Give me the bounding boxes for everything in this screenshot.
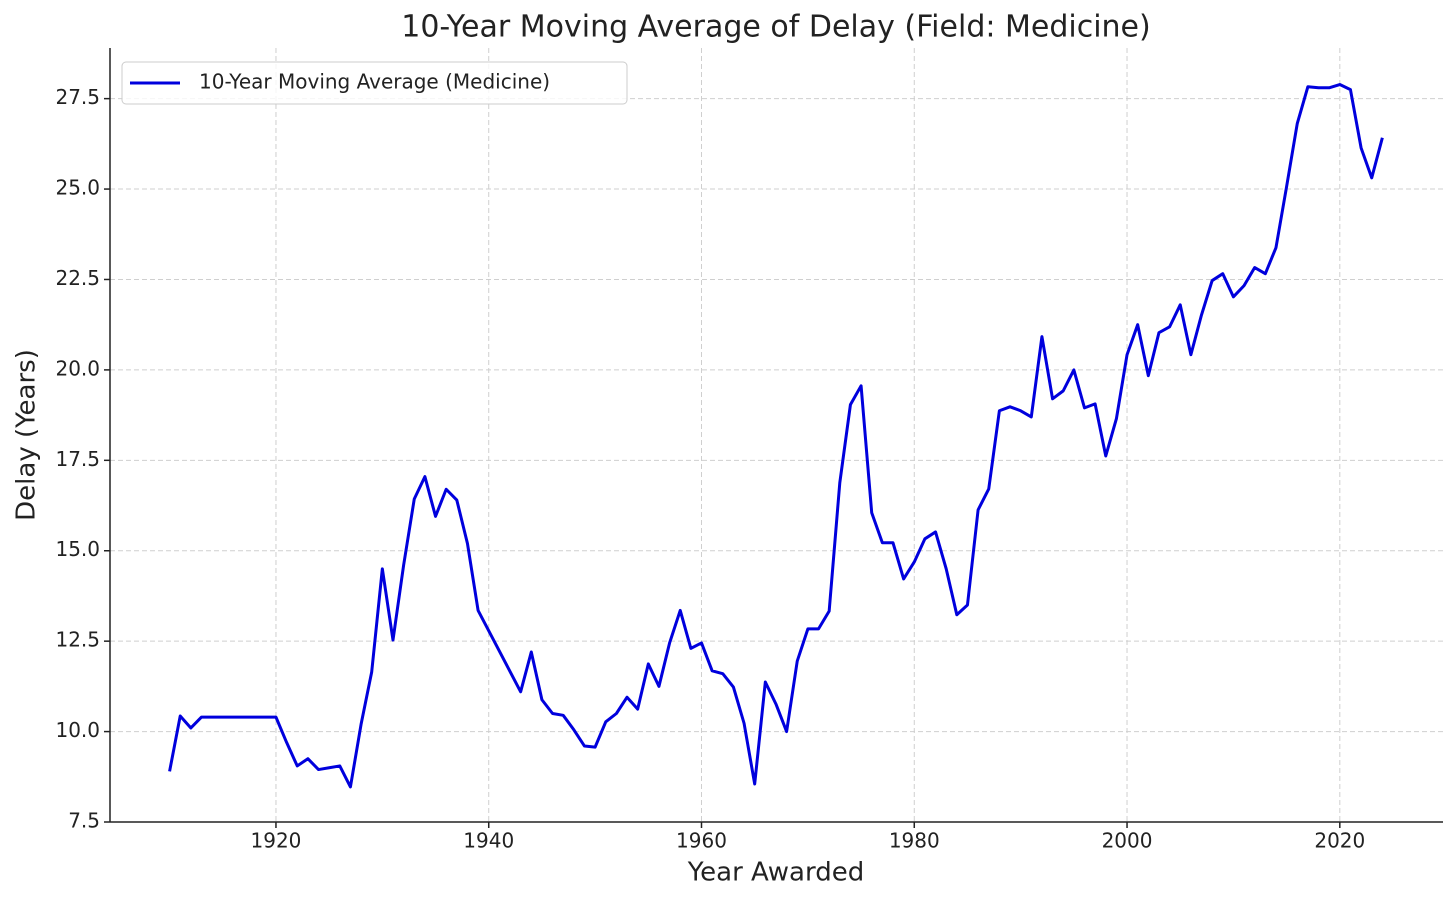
y-tick-label: 20.0 <box>55 356 100 380</box>
y-tick-label: 27.5 <box>55 85 100 109</box>
chart-title: 10-Year Moving Average of Delay (Field: … <box>401 10 1150 45</box>
x-tick-label: 1960 <box>676 829 727 853</box>
y-tick-label: 15.0 <box>55 537 100 561</box>
y-tick-label: 10.0 <box>55 718 100 742</box>
x-tick-label: 1920 <box>251 829 302 853</box>
legend-label: 10-Year Moving Average (Medicine) <box>199 70 550 94</box>
data-line <box>168 83 1384 789</box>
x-tick-label: 2020 <box>1314 829 1365 853</box>
y-tick-label: 22.5 <box>55 266 100 290</box>
x-tick-label: 1980 <box>889 829 940 853</box>
y-tick-label: 25.0 <box>55 176 100 200</box>
x-axis-label: Year Awarded <box>687 858 864 888</box>
y-axis-label: Delay (Years) <box>12 349 42 521</box>
y-tick-label: 7.5 <box>68 809 100 833</box>
legend-box <box>121 61 628 105</box>
x-tick-label: 2000 <box>1102 829 1153 853</box>
x-tick-label: 1940 <box>463 829 514 853</box>
y-tick-label: 12.5 <box>55 628 100 652</box>
y-tick-label: 17.5 <box>55 447 100 471</box>
